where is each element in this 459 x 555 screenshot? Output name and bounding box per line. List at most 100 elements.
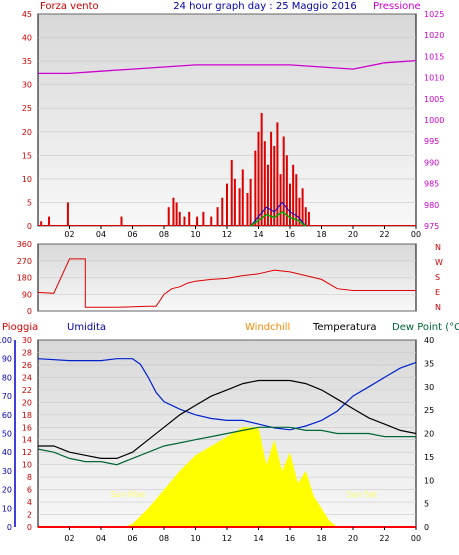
- climate-left-tick-label: 30: [22, 336, 32, 345]
- temperature-line: [38, 379, 417, 459]
- x-tick-label: 08: [159, 230, 169, 239]
- x-tick-label: 06: [127, 230, 137, 239]
- pressure-tick-label: 1000: [424, 116, 444, 125]
- wind-bar: [270, 131, 273, 226]
- wind-bar: [273, 145, 276, 226]
- wind-tick-label: 40: [22, 34, 32, 43]
- wind-bar: [188, 211, 191, 226]
- x-tick-label: 00: [411, 230, 421, 239]
- gust-line: [250, 201, 307, 227]
- pressure-title: Pressione: [373, 1, 421, 12]
- climate-left-tick-label: 14: [22, 436, 32, 445]
- x-tick-label: 18: [316, 230, 326, 239]
- wind-lines: [38, 59, 417, 227]
- wind-bar: [230, 160, 233, 226]
- wind-bar: [210, 216, 213, 226]
- solar-area: [124, 427, 338, 527]
- wind-tick-label: 20: [22, 128, 32, 137]
- pressure-tick-label: 1010: [424, 74, 444, 83]
- pressure-tick-label: 975: [424, 222, 439, 231]
- legend-temperature: Temperatura: [312, 322, 377, 333]
- x-tick-label: 14: [253, 230, 263, 239]
- legend-humidity: Umidita: [67, 322, 106, 333]
- wind-bar: [238, 188, 241, 226]
- x-tick-label: 16: [285, 534, 295, 543]
- temperature-tick-label: 15: [424, 453, 434, 462]
- wind-bar: [279, 174, 282, 226]
- wind-bar: [304, 207, 307, 226]
- temperature-tick-label: 20: [424, 430, 434, 439]
- direction-tick-label: 180: [17, 274, 32, 283]
- wind-bar: [285, 155, 288, 226]
- compass-label: N: [435, 303, 441, 312]
- humidity-tick-label: 20: [2, 486, 12, 495]
- climate-left-tick-label: 26: [22, 361, 32, 370]
- climate-left-tick-label: 8: [27, 473, 32, 482]
- legend-windchill: Windchill: [245, 322, 290, 333]
- wind-tick-label: 35: [22, 57, 32, 66]
- humidity-tick-label: 10: [2, 504, 12, 513]
- x-tick-label: 02: [64, 534, 74, 543]
- climate-left-tick-label: 6: [27, 486, 32, 495]
- temperature-tick-label: 0: [424, 523, 429, 532]
- humidity-tick-label: 100: [0, 336, 12, 345]
- pressure-tick-label: 1025: [424, 10, 444, 19]
- wind-bar: [254, 150, 257, 226]
- legend-rain: Pioggia: [2, 322, 38, 333]
- x-tick-label: 08: [159, 534, 169, 543]
- wind-bar: [298, 197, 301, 226]
- pressure-tick-label: 980: [424, 201, 439, 210]
- sunrise-label: Sun Rise: [111, 490, 146, 499]
- climate-x-ticks: 02 04 06 08 10 12 14 16 18 20 22 00: [64, 527, 421, 543]
- wind-tick-label: 45: [22, 10, 32, 19]
- x-tick-label: 20: [348, 230, 358, 239]
- x-tick-label: 18: [316, 534, 326, 543]
- wind-tick-label: 0: [27, 222, 32, 231]
- direction-line: [37, 258, 416, 308]
- humidity-tick-label: 70: [2, 392, 12, 401]
- direction-line-path: [37, 258, 416, 308]
- pressure-tick-label: 1005: [424, 95, 444, 104]
- wind-bar: [172, 197, 175, 226]
- wind-bar: [249, 178, 252, 226]
- climate-left-tick-label: 12: [22, 448, 32, 457]
- humidity-tick-label: 50: [2, 430, 12, 439]
- wind-bar: [266, 164, 269, 226]
- gust-green-line: [250, 210, 307, 227]
- direction-panel-grid: [38, 243, 416, 312]
- wind-bar: [260, 112, 263, 226]
- wind-bar: [241, 169, 244, 226]
- climate-left-tick-label: 20: [22, 398, 32, 407]
- x-tick-label: 22: [379, 534, 389, 543]
- climate-left-tick-label: 28: [22, 348, 32, 357]
- humidity-tick-label: 0: [7, 523, 12, 532]
- chart-title: 24 hour graph day : 25 Maggio 2016: [173, 1, 356, 12]
- direction-tick-label: 270: [17, 257, 32, 266]
- wind-tick-label: 10: [22, 175, 32, 184]
- temperature-tick-label: 10: [424, 476, 434, 485]
- wind-tick-label: 30: [22, 81, 32, 90]
- pressure-tick-label: 990: [424, 158, 439, 167]
- climate-left-tick-label: 0: [27, 523, 32, 532]
- wind-bar: [295, 174, 298, 226]
- humidity-axis-ticks: 0 10 20 30 40 50 60 70 80 90 100: [0, 336, 16, 532]
- sunset-label: Sun Set: [347, 490, 378, 499]
- humidity-line: [37, 358, 417, 431]
- pressure-tick-label: 1020: [424, 31, 444, 40]
- wind-bar: [120, 216, 123, 226]
- wind-x-ticks: 02 04 06 08 10 12 14 16 18 20 22 00: [64, 226, 421, 239]
- wind-bar: [167, 207, 170, 226]
- direction-tick-label: 0: [27, 307, 32, 316]
- x-tick-label: 04: [96, 230, 106, 239]
- temperature-tick-label: 25: [424, 406, 434, 415]
- x-tick-label: 20: [348, 534, 358, 543]
- temperature-tick-label: 30: [424, 383, 434, 392]
- wind-bar: [183, 216, 186, 226]
- wind-bar: [257, 131, 260, 226]
- wind-axis-ticks: 0 5 10 15 20 25 30 35 40 45: [22, 10, 32, 231]
- compass-label: S: [435, 273, 440, 282]
- wind-bar: [282, 136, 285, 226]
- wind-tick-label: 25: [22, 104, 32, 113]
